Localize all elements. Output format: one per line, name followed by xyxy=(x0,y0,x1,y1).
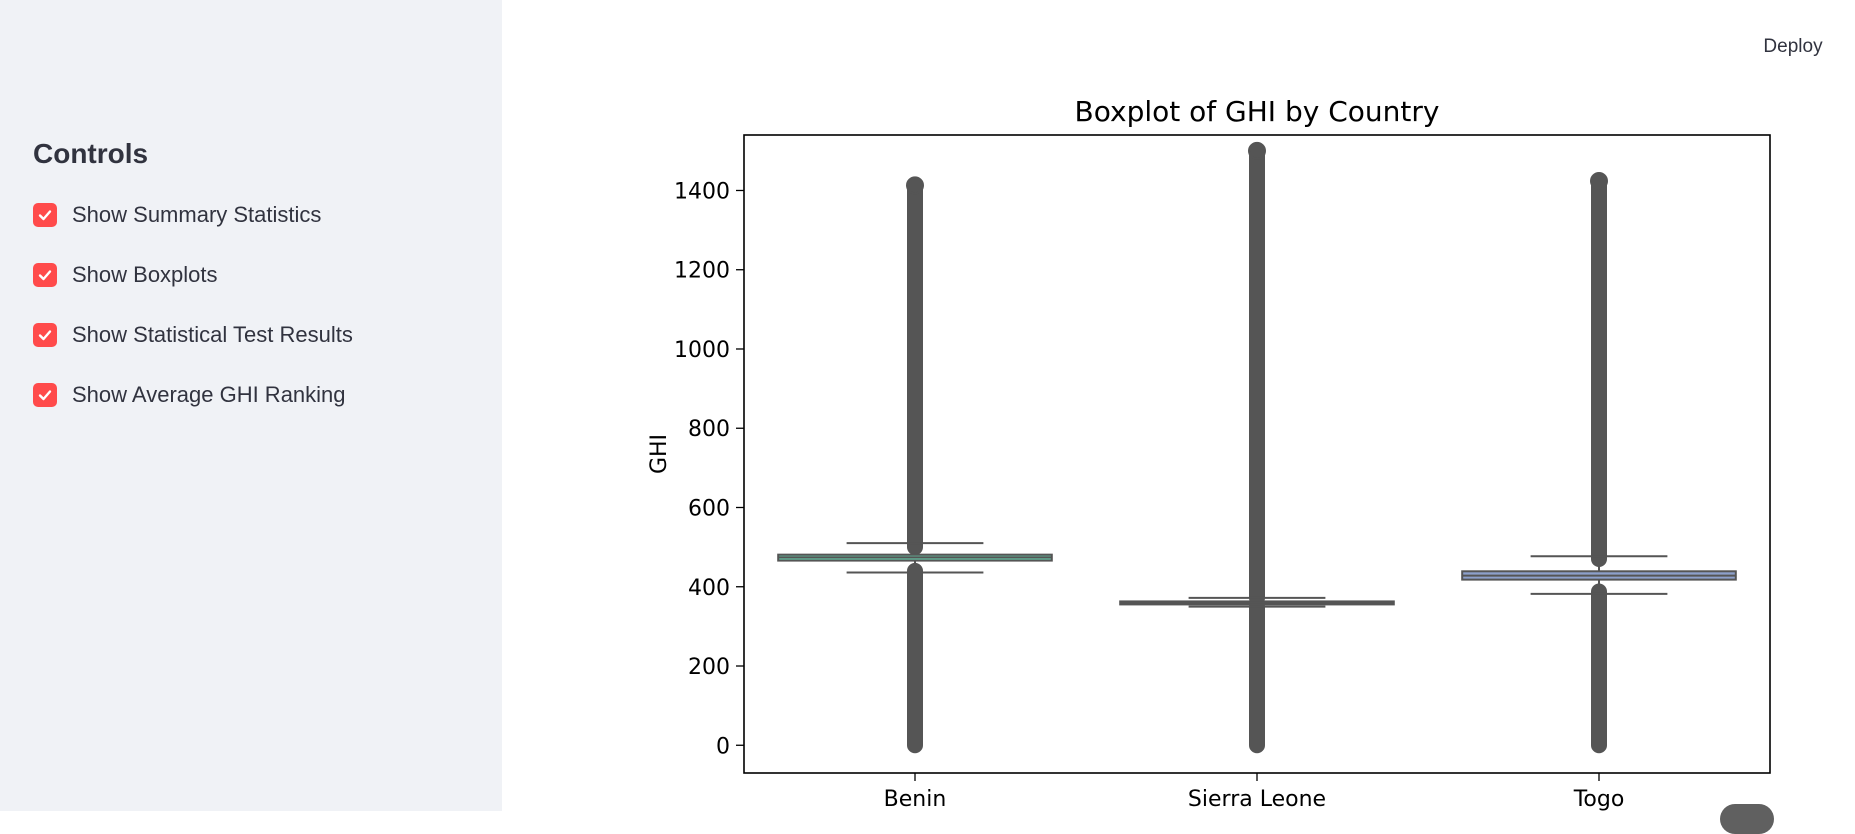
chart-title: Boxplot of GHI by Country xyxy=(1075,95,1440,128)
checkbox-checked-icon[interactable] xyxy=(33,263,57,287)
checkbox-label: Show Statistical Test Results xyxy=(72,322,353,347)
y-tick-label: 800 xyxy=(688,417,730,442)
x-tick-label: Sierra Leone xyxy=(1188,787,1326,811)
outlier-max-point xyxy=(906,176,924,195)
outlier-max-point xyxy=(1248,141,1266,160)
y-tick-label: 0 xyxy=(716,734,730,759)
y-tick-label: 1200 xyxy=(674,259,730,284)
checkbox-show-summary-statistics[interactable]: Show Summary Statistics xyxy=(33,200,321,230)
checkbox-show-statistical-test-results[interactable]: Show Statistical Test Results xyxy=(33,320,353,350)
checkbox-checked-icon[interactable] xyxy=(33,323,57,347)
sidebar: Controls Show Summary Statistics Show Bo… xyxy=(0,0,502,811)
checkbox-checked-icon[interactable] xyxy=(33,203,57,227)
checkbox-label: Show Summary Statistics xyxy=(72,202,322,227)
y-tick-label: 1000 xyxy=(674,338,730,363)
y-tick-label: 600 xyxy=(688,496,730,521)
outlier-max-point xyxy=(1590,171,1608,190)
checkbox-show-boxplots[interactable]: Show Boxplots xyxy=(33,260,218,290)
checkbox-show-average-ghi-ranking[interactable]: Show Average GHI Ranking xyxy=(33,380,346,410)
x-tick-label: Benin xyxy=(884,787,947,811)
sidebar-title: Controls xyxy=(33,138,149,169)
checkbox-label: Show Average GHI Ranking xyxy=(72,382,346,407)
floating-button[interactable] xyxy=(1720,804,1774,834)
plot-frame xyxy=(743,134,1771,774)
checkbox-label: Show Boxplots xyxy=(72,262,218,287)
chart-svg: Boxplot of GHI by Country GHI 0 200 400 600 80… xyxy=(647,95,1771,811)
checkbox-checked-icon[interactable] xyxy=(33,383,57,407)
deploy-button[interactable]: Deploy xyxy=(1763,36,1823,57)
y-axis-label: GHI xyxy=(647,434,672,474)
y-tick-label: 1400 xyxy=(674,179,730,204)
y-tick-label: 200 xyxy=(688,655,730,680)
boxplot-chart: Boxplot of GHI by Country GHI 0 200 400 600 80… xyxy=(600,85,1800,811)
y-tick-label: 400 xyxy=(688,576,730,601)
x-tick-label: Togo xyxy=(1573,787,1625,811)
